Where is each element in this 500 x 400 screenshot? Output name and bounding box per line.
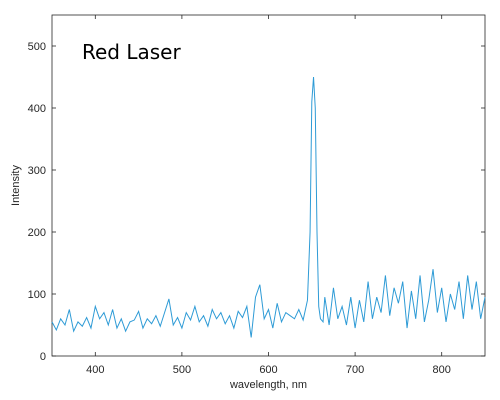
x-tick-label: 800 [433, 364, 451, 376]
x-axis-label: wavelength, nm [229, 379, 307, 391]
plot-frame [51, 14, 486, 357]
y-tick-label: 200 [28, 227, 46, 239]
x-tick-label: 400 [86, 364, 104, 376]
plot-area: 400 500 600 700 800 0 100 200 300 400 500 [28, 14, 486, 376]
chart-title: Red Laser [82, 40, 181, 64]
y-tick-label: 400 [28, 103, 46, 115]
y-tick-label: 0 [40, 351, 46, 363]
y-tick-label: 500 [28, 41, 46, 53]
x-axis-ticks: 400 500 600 700 800 [86, 15, 451, 376]
x-tick-label: 700 [346, 364, 364, 376]
series-line-intensity [51, 76, 486, 338]
x-tick-label: 600 [259, 364, 277, 376]
y-tick-label: 300 [28, 165, 46, 177]
y-axis-ticks: 0 100 200 300 400 500 [28, 41, 485, 363]
y-axis-label: Intensity [10, 165, 22, 206]
y-tick-label: 100 [28, 289, 46, 301]
x-tick-label: 500 [173, 364, 191, 376]
